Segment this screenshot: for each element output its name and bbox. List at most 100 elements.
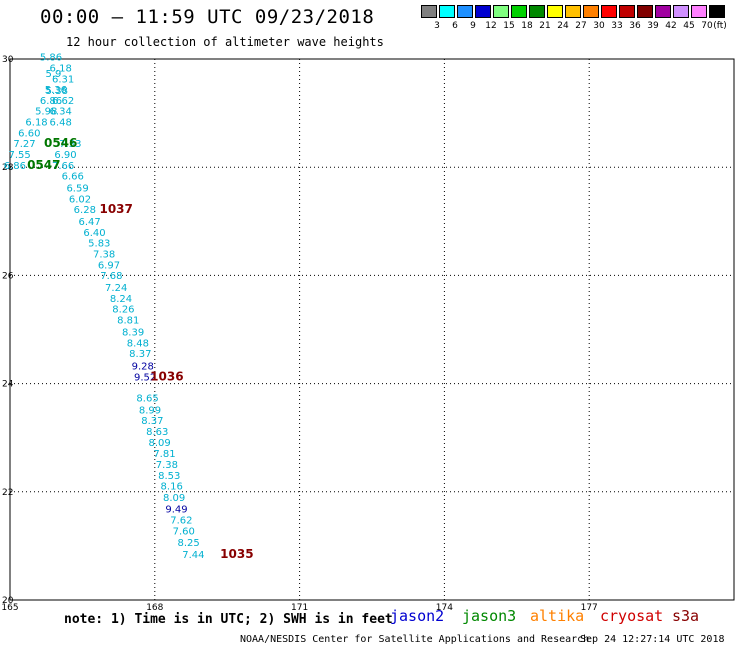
wave-height-point: 7.55 <box>9 150 31 161</box>
wave-height-point: 7.66 <box>52 161 74 172</box>
legend-cryosat: cryosat <box>600 607 664 625</box>
wave-height-point: 7.81 <box>153 449 175 460</box>
wave-height-point: 7.24 <box>105 283 127 294</box>
scale-label: 30 <box>593 21 605 31</box>
longitude-tick-label: 177 <box>581 603 598 613</box>
scale-unit: (ft) <box>713 21 727 31</box>
scale-swatch-30 <box>583 5 599 18</box>
page-title: 00:00 – 11:59 UTC 09/23/2018 <box>40 6 375 28</box>
wave-height-point: 8.39 <box>122 327 144 338</box>
pass-time-label: 1036 <box>150 369 183 383</box>
latitude-tick-label: 24 <box>2 380 14 390</box>
wave-height-point: 8.26 <box>112 305 134 316</box>
wave-height-point: 5.36 <box>45 85 67 96</box>
scale-swatch-9 <box>457 5 473 18</box>
longitude-tick-label: 171 <box>291 603 308 613</box>
wave-height-point: 9.28 <box>132 362 154 373</box>
wave-height-point: 7.33 <box>59 139 81 150</box>
wave-height-point: 7.38 <box>156 460 178 471</box>
scale-swatch-3 <box>421 5 437 18</box>
scale-label: 39 <box>647 21 659 31</box>
wave-height-point: 6.86 <box>40 96 62 107</box>
longitude-tick-label: 174 <box>436 603 453 613</box>
legend-altika: altika <box>530 607 585 625</box>
wave-height-point: 9.49 <box>165 504 187 515</box>
wave-height-point: 6.31 <box>52 74 74 85</box>
scale-label: 12 <box>485 21 497 31</box>
scale-swatch-45 <box>673 5 689 18</box>
footer-note: note: 1) Time is in UTC; 2) SWH is in fe… <box>64 612 393 627</box>
scale-label: 6 <box>452 21 458 31</box>
wave-height-point: 8.99 <box>139 405 161 416</box>
wave-height-color-scale: 3 6 9 12 15 18 21 24 27 30 33 36 39 42 45 70 (ft) <box>421 5 733 33</box>
latitude-tick-label: 20 <box>2 596 14 606</box>
generated-timestamp: Sep 24 12:27:14 UTC 2018 <box>580 634 725 645</box>
wave-height-point: 6.48 <box>50 118 72 129</box>
scale-label: 45 <box>683 21 695 31</box>
wave-height-point: 6.97 <box>98 260 120 271</box>
wave-height-point: 7.38 <box>93 250 115 261</box>
wave-height-point: 8.25 <box>177 538 199 549</box>
scale-label: 36 <box>629 21 641 31</box>
wave-height-point: 7.44 <box>182 550 204 561</box>
wave-height-point: 5.9 <box>45 69 61 80</box>
scale-swatch-18 <box>511 5 527 18</box>
wave-height-point: 6.62 <box>52 96 74 107</box>
wave-height-point: 6.59 <box>66 184 88 195</box>
wave-height-point: 6.28 <box>74 205 96 216</box>
wave-height-point: 6.18 <box>50 63 72 74</box>
wave-height-point: 8.53 <box>158 471 180 482</box>
scale-label: 15 <box>503 21 515 31</box>
wave-height-point: 6.34 <box>50 107 72 118</box>
wave-height-point: 8.24 <box>110 294 132 305</box>
wave-height-point: 9.52 <box>134 372 156 383</box>
wave-height-point: 5.98 <box>35 107 57 118</box>
wave-height-point: 7.68 <box>100 271 122 282</box>
wave-height-point: 7.27 <box>13 139 35 150</box>
pass-time-label: 0546 <box>44 136 77 150</box>
scale-label: 24 <box>557 21 569 31</box>
wave-height-point: 6.02 <box>69 194 91 205</box>
legend-jason3: jason3 <box>462 607 517 625</box>
latitude-tick-label: 30 <box>2 55 14 65</box>
legend-jason2: jason2 <box>390 607 445 625</box>
scale-label: 3 <box>434 21 440 31</box>
page-subtitle: 12 hour collection of altimeter wave hei… <box>66 35 384 49</box>
wave-height-point: 8.37 <box>129 349 151 360</box>
latitude-tick-label: 22 <box>2 488 13 498</box>
wave-height-point: 6.18 <box>25 118 47 129</box>
wave-height-point: 7.60 <box>173 527 195 538</box>
pass-time-label: 1037 <box>99 202 132 216</box>
wave-height-point: 6.90 <box>54 150 76 161</box>
latitude-tick-label: 26 <box>2 271 14 281</box>
longitude-tick-label: 168 <box>146 603 163 613</box>
wave-height-point: 8.63 <box>146 427 168 438</box>
scale-swatch-70 <box>691 5 707 18</box>
wave-height-point: 8.09 <box>163 493 185 504</box>
wave-height-point: 8.81 <box>117 316 139 327</box>
wave-height-point: 6.40 <box>83 228 105 239</box>
scale-label: 70 <box>701 21 713 31</box>
wave-height-point: 8.37 <box>141 416 163 427</box>
wave-height-point: 8.09 <box>148 438 170 449</box>
wave-height-point: 5.86 <box>40 53 62 64</box>
wave-height-point: 6.60 <box>18 128 40 139</box>
scale-label: 33 <box>611 21 623 31</box>
scale-label: 21 <box>539 21 551 31</box>
pass-time-label: 1035 <box>220 547 253 561</box>
scale-swatch-6 <box>439 5 455 18</box>
wave-height-point: 8.16 <box>161 482 183 493</box>
scale-swatch-12 <box>475 5 491 18</box>
scale-swatch-27 <box>565 5 581 18</box>
wave-height-point: 6.86 <box>4 161 26 172</box>
wave-height-point: 7.62 <box>170 516 192 527</box>
latitude-tick-label: 28 <box>2 163 14 173</box>
scale-swatch-36 <box>619 5 635 18</box>
scale-swatch-39 <box>637 5 653 18</box>
wave-height-point: 8.65 <box>136 393 158 404</box>
pass-time-label: 0547 <box>27 158 60 172</box>
scale-swatch-15 <box>493 5 509 18</box>
wave-height-point: 5.83 <box>88 239 110 250</box>
scale-label: 27 <box>575 21 587 31</box>
